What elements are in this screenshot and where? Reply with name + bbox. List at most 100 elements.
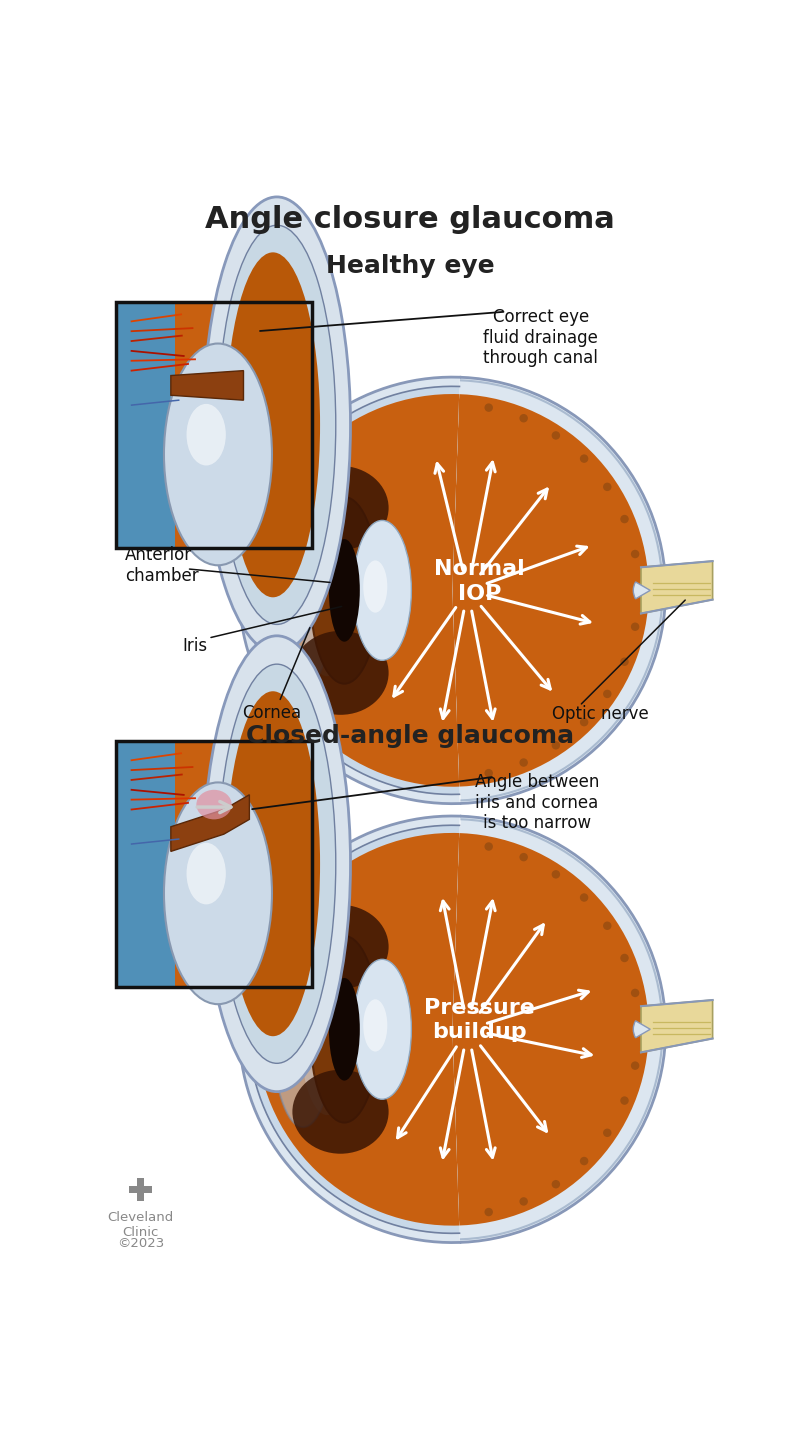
Circle shape bbox=[485, 769, 493, 777]
Ellipse shape bbox=[186, 404, 226, 466]
Circle shape bbox=[580, 1156, 588, 1165]
Bar bbox=[174, 741, 312, 986]
Circle shape bbox=[620, 953, 629, 962]
Text: Cleveland
Clinic: Cleveland Clinic bbox=[107, 1211, 174, 1239]
Circle shape bbox=[239, 816, 666, 1243]
Text: Healthy eye: Healthy eye bbox=[326, 254, 494, 278]
Circle shape bbox=[519, 758, 528, 767]
Circle shape bbox=[316, 893, 325, 901]
Ellipse shape bbox=[300, 505, 354, 676]
Circle shape bbox=[603, 1129, 611, 1138]
Circle shape bbox=[276, 515, 285, 523]
Ellipse shape bbox=[272, 493, 334, 688]
Ellipse shape bbox=[186, 842, 226, 904]
Circle shape bbox=[266, 623, 274, 632]
Ellipse shape bbox=[310, 936, 378, 1122]
Bar bbox=[137, 1178, 144, 1201]
Ellipse shape bbox=[353, 959, 411, 1099]
Ellipse shape bbox=[203, 198, 350, 653]
Circle shape bbox=[485, 842, 493, 851]
Wedge shape bbox=[248, 825, 459, 1233]
Text: ©2023: ©2023 bbox=[117, 1237, 164, 1250]
Circle shape bbox=[620, 1096, 629, 1105]
Wedge shape bbox=[634, 583, 650, 598]
Ellipse shape bbox=[196, 790, 232, 819]
Bar bbox=[174, 301, 312, 548]
Circle shape bbox=[345, 1180, 353, 1188]
Text: Iris: Iris bbox=[183, 637, 208, 655]
Circle shape bbox=[293, 689, 302, 698]
Circle shape bbox=[266, 989, 274, 998]
Circle shape bbox=[377, 852, 386, 861]
Circle shape bbox=[620, 658, 629, 666]
Circle shape bbox=[634, 585, 643, 594]
Text: Optic nerve: Optic nerve bbox=[553, 705, 650, 722]
Circle shape bbox=[519, 414, 528, 423]
Ellipse shape bbox=[272, 932, 334, 1128]
Ellipse shape bbox=[363, 999, 387, 1051]
Circle shape bbox=[239, 378, 666, 803]
Circle shape bbox=[377, 414, 386, 423]
Ellipse shape bbox=[310, 497, 378, 684]
Circle shape bbox=[293, 483, 302, 492]
Wedge shape bbox=[216, 793, 461, 1266]
Circle shape bbox=[580, 454, 588, 463]
Text: Cornea: Cornea bbox=[242, 704, 301, 722]
Circle shape bbox=[377, 758, 386, 767]
Ellipse shape bbox=[300, 943, 354, 1115]
Ellipse shape bbox=[164, 783, 272, 1004]
Circle shape bbox=[316, 454, 325, 463]
Bar bbox=[129, 1185, 152, 1193]
Circle shape bbox=[262, 585, 270, 594]
Ellipse shape bbox=[203, 636, 350, 1092]
Wedge shape bbox=[248, 386, 459, 795]
Polygon shape bbox=[171, 795, 250, 851]
Circle shape bbox=[377, 1197, 386, 1206]
Wedge shape bbox=[216, 353, 461, 826]
Ellipse shape bbox=[293, 1070, 389, 1154]
Circle shape bbox=[293, 1129, 302, 1138]
Circle shape bbox=[631, 623, 639, 632]
Circle shape bbox=[603, 689, 611, 698]
Wedge shape bbox=[256, 394, 459, 787]
Circle shape bbox=[580, 718, 588, 727]
Ellipse shape bbox=[226, 252, 320, 597]
Circle shape bbox=[552, 870, 560, 878]
Circle shape bbox=[412, 1208, 420, 1216]
Circle shape bbox=[631, 989, 639, 998]
Text: Normal
IOP: Normal IOP bbox=[434, 558, 525, 604]
Circle shape bbox=[620, 515, 629, 523]
Circle shape bbox=[276, 953, 285, 962]
Text: Correct eye
fluid drainage
through canal: Correct eye fluid drainage through canal bbox=[483, 307, 598, 368]
Wedge shape bbox=[239, 816, 460, 1243]
Circle shape bbox=[448, 399, 457, 408]
Bar bbox=[116, 741, 312, 986]
Circle shape bbox=[552, 741, 560, 750]
Circle shape bbox=[345, 870, 353, 878]
Circle shape bbox=[485, 404, 493, 412]
Text: Angle between
iris and cornea
is too narrow: Angle between iris and cornea is too nar… bbox=[475, 773, 599, 832]
Polygon shape bbox=[641, 561, 713, 613]
Circle shape bbox=[345, 431, 353, 440]
Ellipse shape bbox=[293, 632, 389, 715]
Ellipse shape bbox=[329, 978, 360, 1080]
Circle shape bbox=[580, 893, 588, 901]
Circle shape bbox=[276, 1096, 285, 1105]
Ellipse shape bbox=[329, 539, 360, 642]
Ellipse shape bbox=[226, 691, 320, 1037]
Bar bbox=[116, 741, 174, 986]
Text: Angle closure glaucoma: Angle closure glaucoma bbox=[205, 205, 615, 235]
Circle shape bbox=[345, 741, 353, 750]
Circle shape bbox=[631, 1061, 639, 1070]
Ellipse shape bbox=[164, 343, 272, 565]
Circle shape bbox=[519, 1197, 528, 1206]
Circle shape bbox=[316, 718, 325, 727]
Bar bbox=[116, 301, 174, 548]
Circle shape bbox=[519, 852, 528, 861]
Circle shape bbox=[448, 1211, 457, 1220]
Circle shape bbox=[634, 1025, 643, 1034]
Circle shape bbox=[448, 773, 457, 782]
Circle shape bbox=[485, 1208, 493, 1216]
Circle shape bbox=[448, 839, 457, 848]
Circle shape bbox=[412, 769, 420, 777]
